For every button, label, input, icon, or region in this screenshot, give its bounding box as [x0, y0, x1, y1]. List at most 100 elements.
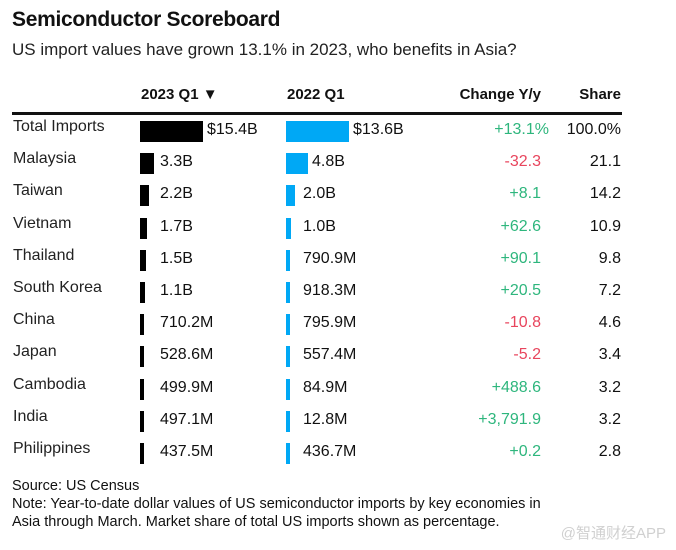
bar-2022 — [286, 121, 349, 142]
row-label: Vietnam — [13, 214, 72, 232]
value-2023: 710.2M — [160, 314, 214, 332]
table-row: Vietnam 1.7B 1.0B +62.6 10.9 — [0, 213, 676, 245]
value-2022: 84.9M — [303, 378, 348, 396]
value-2022: 918.3M — [303, 282, 357, 299]
row-label: India — [13, 407, 48, 425]
share-value: 21.1 — [589, 153, 621, 171]
row-label: Thailand — [13, 246, 75, 264]
value-2022: 1.0B — [303, 217, 336, 235]
table-row: India 497.1M 12.8M +3,791.9 3.2 — [0, 406, 676, 438]
bar-2022 — [286, 282, 290, 303]
watermark: @智通财经APP — [560, 525, 666, 542]
change-value: -10.8 — [504, 314, 541, 332]
bar-2023 — [140, 378, 144, 400]
value-2023: 1.7B — [160, 217, 193, 235]
value-2023: 1.5B — [160, 249, 193, 267]
change-value: -32.3 — [504, 153, 541, 171]
row-label: China — [13, 311, 55, 329]
header-divider — [12, 112, 622, 115]
bar-2022 — [286, 217, 291, 239]
change-value: +0.2 — [509, 443, 541, 460]
share-value: 4.6 — [598, 314, 621, 332]
change-value: +13.1% — [494, 121, 549, 138]
value-2022: 4.8B — [312, 153, 345, 171]
change-value: +488.6 — [491, 378, 541, 396]
bar-2022 — [286, 314, 290, 336]
value-2023: $15.4B — [207, 121, 258, 138]
table-row: Cambodia 499.9M 84.9M +488.6 3.2 — [0, 374, 676, 406]
bar-2023 — [140, 121, 203, 142]
value-2023: 2.2B — [160, 185, 193, 203]
value-2022: 795.9M — [303, 314, 357, 332]
row-label: Cambodia — [13, 375, 86, 393]
table-row-total: Total Imports $15.4B $13.6B +13.1% 100.0% — [0, 116, 676, 148]
table-row: South Korea 1.1B 918.3M +20.5 7.2 — [0, 277, 676, 309]
row-label: Japan — [13, 343, 57, 361]
bar-2022 — [286, 185, 295, 207]
column-header-change[interactable]: Change Y/y — [459, 86, 541, 103]
column-header-2023-label: 2023 Q1 — [141, 86, 199, 103]
share-value: 9.8 — [598, 249, 621, 267]
bar-2023 — [140, 249, 146, 271]
row-label: Malaysia — [13, 150, 77, 168]
row-label: Taiwan — [13, 182, 63, 200]
sort-descending-icon: ▼ — [202, 86, 218, 103]
column-header-2022-q1[interactable]: 2022 Q1 — [287, 86, 345, 103]
bar-2022 — [286, 346, 290, 368]
row-label: South Korea — [13, 279, 102, 296]
bar-2023 — [140, 153, 154, 175]
chart-subtitle: US import values have grown 13.1% in 202… — [12, 40, 517, 59]
share-value: 3.4 — [598, 346, 621, 364]
value-2022: 12.8M — [303, 410, 348, 428]
share-value: 14.2 — [589, 185, 621, 203]
bar-2023 — [140, 282, 145, 303]
value-2023: 499.9M — [160, 378, 214, 396]
chart-title: Semiconductor Scoreboard — [12, 8, 281, 31]
value-2023: 1.1B — [160, 282, 193, 299]
value-2023: 3.3B — [160, 153, 193, 171]
value-2023: 528.6M — [160, 346, 214, 364]
bar-2023 — [140, 314, 144, 336]
share-value: 3.2 — [598, 410, 621, 428]
change-value: +62.6 — [500, 217, 541, 235]
bar-2023 — [140, 346, 144, 368]
bar-2022 — [286, 410, 290, 432]
table-row: Thailand 1.5B 790.9M +90.1 9.8 — [0, 245, 676, 277]
value-2022: 557.4M — [303, 346, 357, 364]
change-value: +90.1 — [500, 249, 541, 267]
footnote-line-2: Asia through March. Market share of tota… — [12, 514, 500, 530]
footnote-line-1: Note: Year-to-date dollar values of US s… — [12, 496, 541, 512]
bar-2022 — [286, 378, 290, 400]
change-value: +3,791.9 — [478, 410, 541, 428]
change-value: -5.2 — [513, 346, 541, 364]
row-label: Total Imports — [13, 118, 105, 135]
value-2022: 790.9M — [303, 249, 357, 267]
table-row: Malaysia 3.3B 4.8B -32.3 21.1 — [0, 148, 676, 180]
column-header-2023-q1[interactable]: 2023 Q1 ▼ — [141, 86, 218, 103]
table-row: Japan 528.6M 557.4M -5.2 3.4 — [0, 341, 676, 373]
table-row: Taiwan 2.2B 2.0B +8.1 14.2 — [0, 180, 676, 212]
bar-2022 — [286, 249, 290, 271]
share-value: 2.8 — [598, 443, 621, 460]
change-value: +8.1 — [509, 185, 541, 203]
value-2022: 436.7M — [303, 443, 357, 460]
share-value: 7.2 — [598, 282, 621, 299]
source-note: Source: US Census — [12, 478, 140, 494]
share-value: 100.0% — [566, 121, 621, 138]
column-header-share[interactable]: Share — [579, 86, 621, 103]
change-value: +20.5 — [500, 282, 541, 299]
row-label: Philippines — [13, 440, 91, 457]
bar-2023 — [140, 185, 149, 207]
bar-2022 — [286, 153, 308, 175]
bar-2023 — [140, 217, 147, 239]
bar-2023 — [140, 410, 144, 432]
share-value: 10.9 — [589, 217, 621, 235]
value-2023: 497.1M — [160, 410, 214, 428]
bar-2022 — [286, 443, 290, 464]
value-2022: 2.0B — [303, 185, 336, 203]
table-row: China 710.2M 795.9M -10.8 4.6 — [0, 309, 676, 341]
value-2022: $13.6B — [353, 121, 404, 138]
share-value: 3.2 — [598, 378, 621, 396]
bar-2023 — [140, 443, 144, 464]
value-2023: 437.5M — [160, 443, 214, 460]
